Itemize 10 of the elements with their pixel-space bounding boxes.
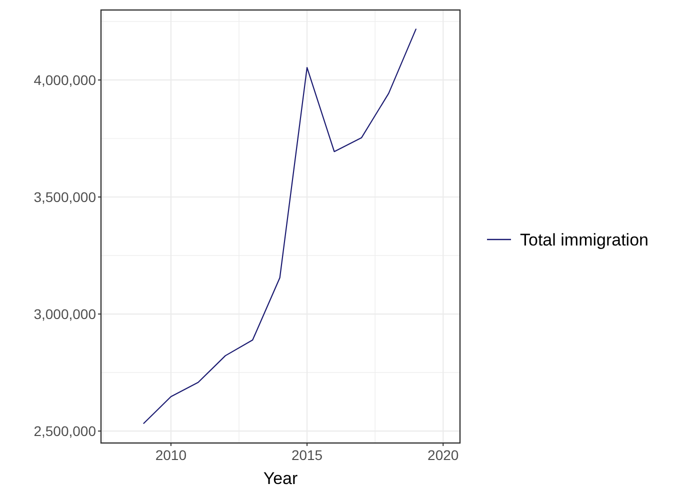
x-axis-title: Year <box>263 469 298 488</box>
y-tick-label: 3,500,000 <box>34 188 96 205</box>
x-tick-label: 2015 <box>291 447 323 463</box>
y-tick-label: 4,000,000 <box>34 72 96 88</box>
x-tick-label: 2020 <box>428 447 459 463</box>
legend-label: Total immigration <box>520 230 648 250</box>
line-series <box>143 28 416 424</box>
x-tick-label: 2010 <box>155 447 187 463</box>
y-tick-label: 3,000,000 <box>34 306 96 322</box>
y-tick-label: 2,500,000 <box>34 422 96 439</box>
